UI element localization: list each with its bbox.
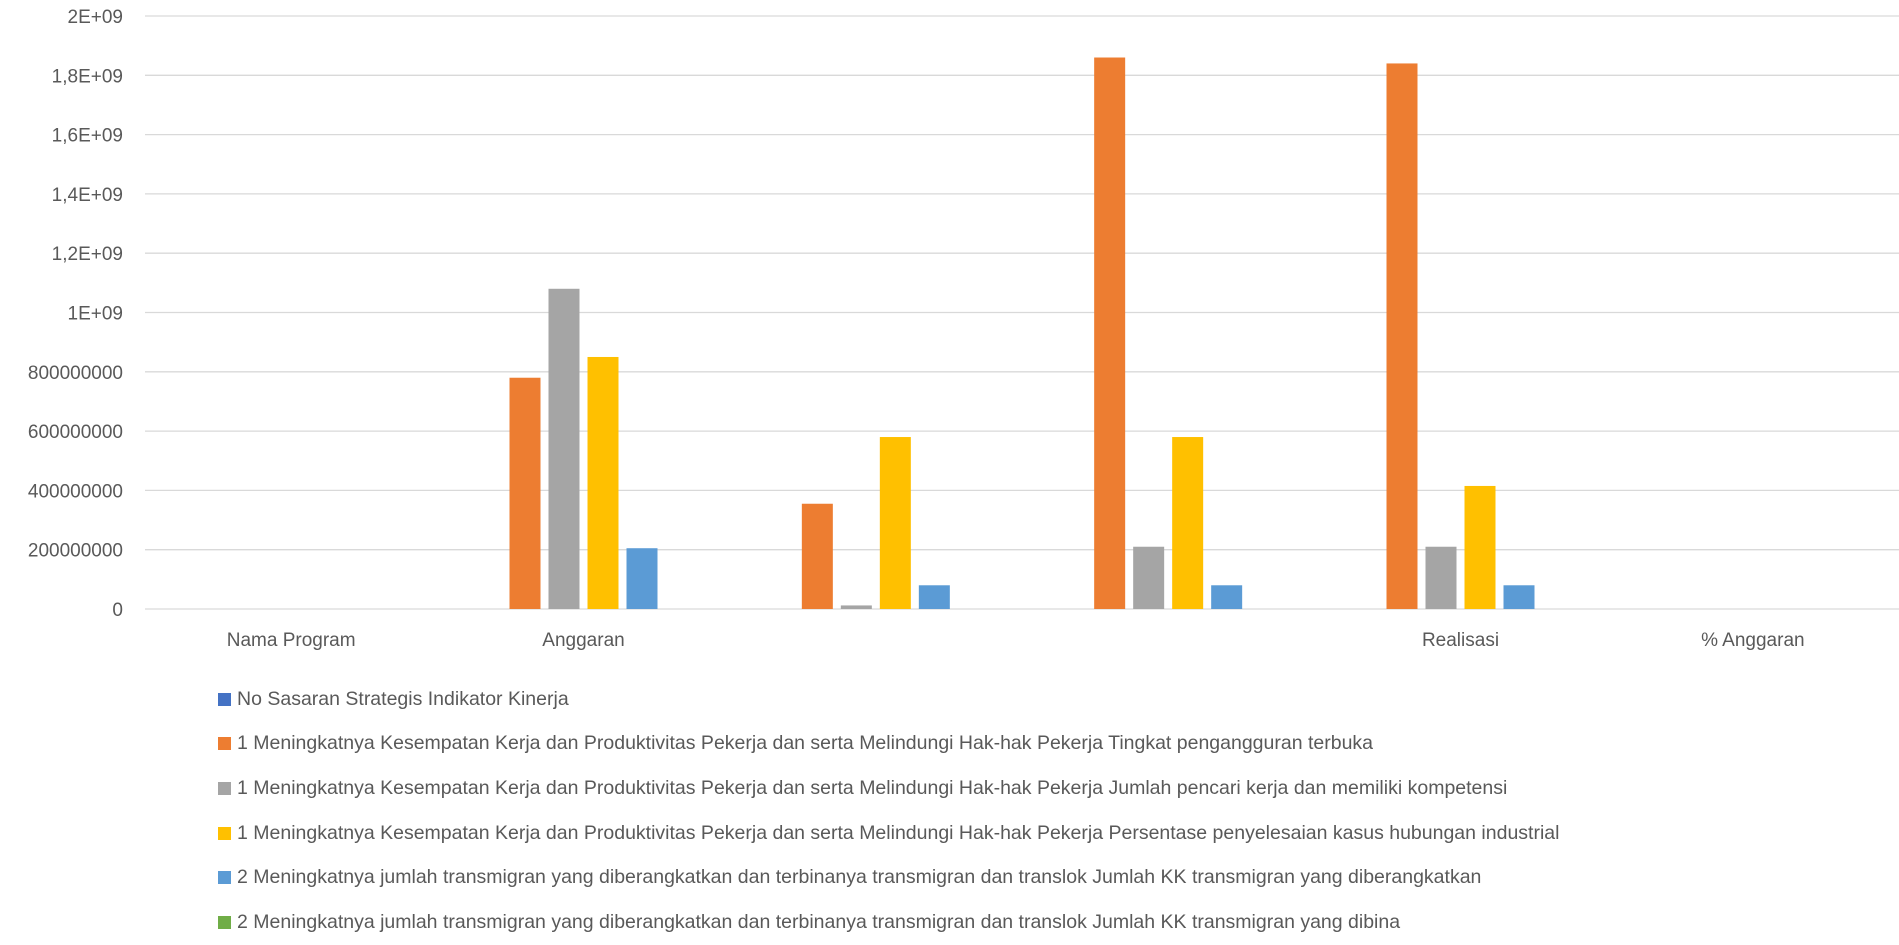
legend-item: 1 Meningkatnya Kesempatan Kerja dan Prod…: [218, 811, 1559, 856]
legend-label: 2 Meningkatnya jumlah transmigran yang d…: [237, 910, 1401, 933]
x-axis-tick-labels: Nama Program Anggaran Realisasi % Anggaran: [227, 630, 1805, 651]
legend-item: 1 Meningkatnya Kesempatan Kerja dan Prod…: [218, 722, 1559, 767]
y-tick-label: 1,8E+09: [52, 66, 123, 87]
legend-label: 1 Meningkatnya Kesempatan Kerja dan Prod…: [237, 776, 1508, 799]
legend-item: 2 Meningkatnya jumlah transmigran yang d…: [218, 900, 1559, 945]
x-tick-label: % Anggaran: [1701, 630, 1805, 651]
bar: [1386, 63, 1418, 609]
legend-item: 2 Meningkatnya jumlah transmigran yang d…: [218, 855, 1559, 900]
y-tick-label: 2E+09: [68, 7, 123, 28]
legend-label: 2 Meningkatnya jumlah transmigran yang d…: [237, 866, 1482, 889]
y-tick-label: 1,2E+09: [52, 244, 123, 265]
bar: [1503, 585, 1535, 609]
bars: [509, 57, 1535, 609]
legend-swatch: [218, 826, 231, 840]
legend-swatch: [218, 915, 231, 929]
legend: No Sasaran Strategis Indikator Kinerja 1 …: [218, 677, 1559, 945]
y-axis-tick-labels: 0 200000000 400000000 600000000 800000000 1E+…: [28, 7, 123, 621]
y-tick-label: 400000000: [28, 481, 123, 502]
legend-label: 1 Meningkatnya Kesempatan Kerja dan Prod…: [237, 821, 1560, 844]
legend-label: 1 Meningkatnya Kesempatan Kerja dan Prod…: [237, 732, 1374, 755]
legend-swatch: [218, 781, 231, 795]
x-tick-label: Realisasi: [1422, 630, 1499, 651]
bar: [1464, 485, 1496, 609]
bar: [509, 377, 541, 609]
y-tick-label: 200000000: [28, 541, 123, 562]
legend-swatch: [218, 692, 231, 706]
bar: [879, 437, 911, 609]
bar: [840, 605, 872, 609]
y-tick-label: 1,4E+09: [52, 185, 123, 206]
x-tick-label: Nama Program: [227, 630, 356, 651]
bar: [548, 288, 580, 609]
bar: [587, 356, 619, 609]
bar: [1094, 57, 1126, 609]
bar: [918, 585, 950, 609]
bar: [1425, 546, 1457, 609]
bar: [1133, 546, 1165, 609]
gridlines: [145, 15, 1899, 610]
legend-item: No Sasaran Strategis Indikator Kinerja: [218, 677, 1559, 722]
y-tick-label: 1,6E+09: [52, 126, 123, 147]
legend-swatch: [218, 871, 231, 885]
bar: [626, 548, 658, 609]
legend-label: No Sasaran Strategis Indikator Kinerja: [237, 687, 569, 710]
legend-item: 1 Meningkatnya Kesempatan Kerja dan Prod…: [218, 766, 1559, 811]
y-tick-label: 1E+09: [68, 304, 123, 325]
legend-swatch: [218, 737, 231, 751]
bar: [1172, 437, 1204, 609]
bar: [1211, 585, 1243, 609]
x-tick-label: Anggaran: [542, 630, 624, 651]
y-tick-label: 800000000: [28, 363, 123, 384]
y-tick-label: 0: [112, 600, 123, 621]
y-tick-label: 600000000: [28, 422, 123, 443]
bar: [801, 503, 833, 609]
